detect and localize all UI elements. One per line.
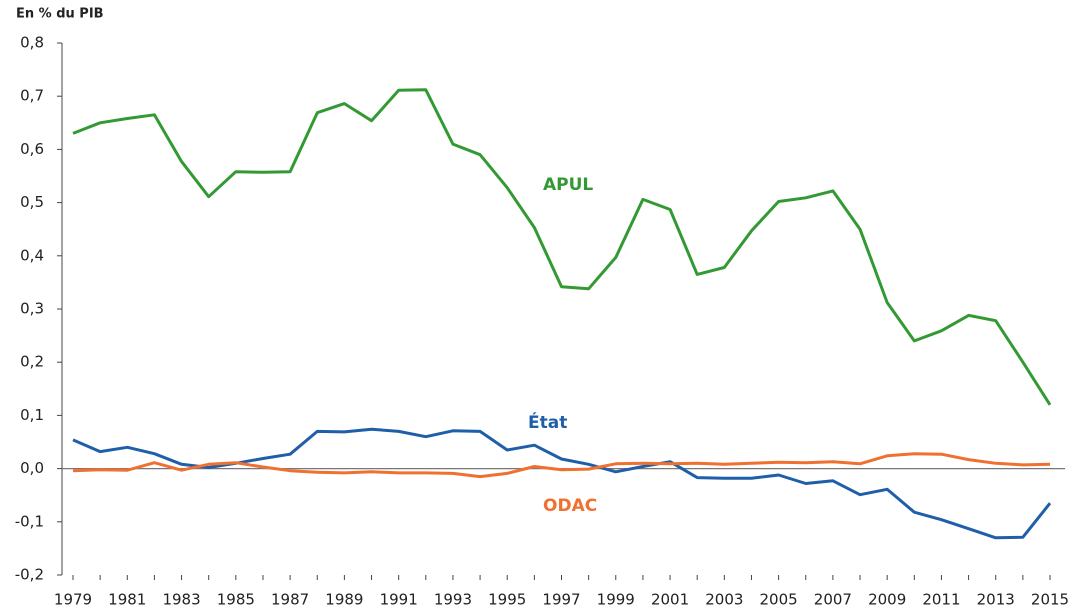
y-tick-label: 0,7 [20,87,44,105]
series-line [72,88,1052,406]
series-label: APUL [543,175,593,195]
y-tick-label: 0,0 [20,459,44,477]
y-tick-label: 0,4 [20,246,44,264]
x-tick-label: 2001 [651,591,689,609]
y-tick-label: 0,1 [20,406,44,424]
series-label: ODAC [543,496,597,516]
y-tick-label: -0,1 [15,512,44,530]
x-tick-label: 2011 [922,591,960,609]
y-tick-label: 0,6 [20,140,44,158]
y-tick-label: 0,5 [20,193,44,211]
x-tick-label: 1997 [542,591,580,609]
series-line [72,427,1052,540]
x-tick-label: 1983 [162,591,200,609]
y-tick-label: 0,8 [20,34,44,52]
y-tick-label: 0,2 [20,353,44,371]
x-tick-label: 1987 [271,591,309,609]
x-tick-label: 2009 [868,591,906,609]
series-label: État [528,411,567,433]
x-tick-label: 1991 [380,591,418,609]
x-tick-label: 2015 [1031,591,1069,609]
x-tick-label: 1999 [597,591,635,609]
x-tick-label: 2003 [705,591,743,609]
x-tick-label: 2007 [814,591,852,609]
y-axis-label: En % du PIB [16,7,104,22]
x-tick-label: 1989 [325,591,363,609]
x-tick-label: 1979 [54,591,92,609]
y-tick-label: -0,2 [15,566,44,584]
x-tick-label: 1995 [488,591,526,609]
y-tick-label: 0,3 [20,300,44,318]
series-line [72,452,1051,479]
x-tick-label: 2005 [760,591,798,609]
x-tick-label: 1981 [108,591,146,609]
x-tick-label: 1985 [217,591,255,609]
x-tick-label: 1993 [434,591,472,609]
x-tick-label: 2013 [977,591,1015,609]
